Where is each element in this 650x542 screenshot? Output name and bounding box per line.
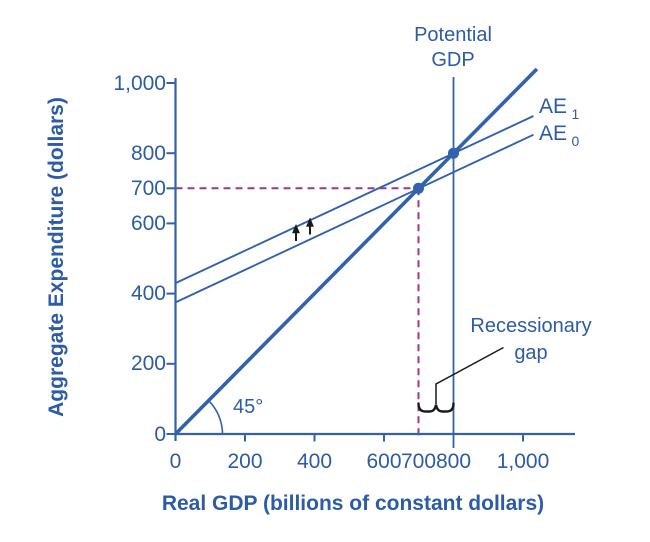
x-tick-200: 200 <box>227 450 262 473</box>
ae0-line <box>175 133 534 304</box>
shift-arrow-right <box>306 217 314 235</box>
x-axis-tick-labels: 0 200 400 600 700 800 1,000 <box>170 450 550 473</box>
x-tick-800: 800 <box>436 450 471 473</box>
ae1-label: AE 1 <box>539 95 579 122</box>
shift-up-arrows <box>292 217 314 241</box>
ae0-label-base: AE <box>539 122 567 145</box>
x-tick-700: 700 <box>401 450 436 473</box>
ae1-label-subscript: 1 <box>571 106 579 122</box>
x-tick-600: 600 <box>366 450 401 473</box>
y-tick-800: 800 <box>131 142 166 165</box>
angle-arc <box>207 400 224 435</box>
ae0-label: AE 0 <box>539 122 579 149</box>
y-axis-tick-labels: 1,000 800 700 600 400 200 0 <box>113 72 166 446</box>
equilibrium-dot-700 <box>413 182 424 194</box>
recessionary-gap-label-line1: Recessionary <box>470 315 591 337</box>
angle-label: 45° <box>233 396 263 418</box>
y-tick-0: 0 <box>154 423 166 446</box>
shift-arrow-left <box>292 223 300 241</box>
x-tick-0: 0 <box>170 450 182 473</box>
dashed-guides <box>175 187 420 437</box>
ae1-line <box>175 115 534 284</box>
potential-gdp-label-line2: GDP <box>431 49 474 71</box>
y-axis-title: Aggregate Expenditure (dollars) <box>45 97 68 417</box>
x-axis-ticks <box>244 434 524 442</box>
x-tick-400: 400 <box>297 450 332 473</box>
recessionary-gap-label: Recessionary gap <box>470 315 591 364</box>
y-tick-700: 700 <box>131 177 166 200</box>
y-tick-400: 400 <box>131 282 166 305</box>
x-tick-1000: 1,000 <box>497 450 550 473</box>
ae0-label-subscript: 0 <box>571 133 579 149</box>
recessionary-gap-brace <box>417 402 455 413</box>
ae1-label-base: AE <box>539 95 567 118</box>
y-tick-600: 600 <box>131 212 166 235</box>
potential-gdp-label: Potential GDP <box>414 24 492 71</box>
y-tick-1000: 1,000 <box>113 72 166 95</box>
potential-gdp-label-line1: Potential <box>414 24 492 46</box>
recessionary-gap-leader-line <box>435 346 504 404</box>
recessionary-gap-label-line2: gap <box>514 342 547 364</box>
x-axis-title: Real GDP (billions of constant dollars) <box>162 492 544 515</box>
y-tick-200: 200 <box>131 352 166 375</box>
forty-five-degree-line <box>174 67 539 436</box>
axes <box>174 78 575 441</box>
equilibrium-dot-800 <box>448 147 459 159</box>
y-axis-ticks <box>166 82 176 435</box>
